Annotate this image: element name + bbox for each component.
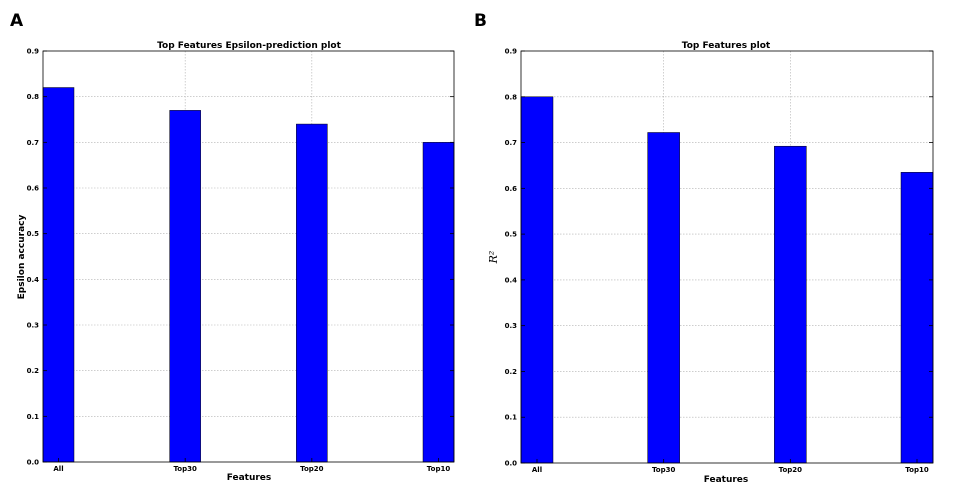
panel-b-plot-frame (520, 50, 934, 464)
panel-a-ticks: 0.0 0.1 0.2 0.3 0.4 0.5 0.6 0.7 0.8 0.9 All Top30 To… (27, 48, 454, 473)
panel-b-y-tick-label: 0.8 (505, 93, 518, 101)
panel-b-chart: B Top Features plot Features R² 0.00.10.… (474, 11, 934, 485)
panel-b-y-tick-label: 0.2 (505, 368, 518, 376)
panel-a-y-tick-label: 0.3 (27, 322, 40, 330)
panel-a-x-tick-label: Top30 (173, 465, 197, 473)
panel-b-bar-all (520, 96, 554, 464)
panel-b-bar-top10 (900, 172, 934, 464)
panel-a-bar-top20 (296, 123, 328, 463)
panel-b-bars (520, 96, 934, 464)
panel-b-y-tick-label: 0.6 (505, 185, 518, 193)
panel-b-x-axis-label: Features (704, 475, 749, 485)
panel-b-x-tick-label: Top20 (779, 466, 803, 474)
panel-a-x-tick-label: Top10 (427, 465, 451, 473)
panel-a-bar-top10 (422, 142, 455, 463)
panel-a-bars (42, 87, 455, 463)
panel-b-y-tick-label: 0.9 (505, 48, 518, 56)
panel-a-y-tick-label: 0.0 (27, 459, 40, 467)
panel-a-y-tick-label: 0.8 (27, 93, 40, 101)
panel-a-x-tick-label: Top20 (300, 465, 324, 473)
panel-b-ticks: 0.0 0.1 0.2 0.3 0.4 0.5 0.6 0.7 0.8 0.9 All Top30 To… (505, 48, 933, 474)
panel-b-x-tick-label: All (532, 466, 542, 474)
panel-b-y-tick-label: 0.4 (505, 276, 518, 284)
panel-a-y-tick-label: 0.5 (27, 230, 40, 238)
panel-a-y-tick-label: 0.6 (27, 185, 40, 193)
panel-b-bar-top30 (647, 132, 680, 464)
panel-a-y-axis-label: Epsilon accuracy (17, 215, 27, 300)
panel-b-y-tick-label: 0.1 (505, 414, 518, 422)
panel-a-bar-all (42, 87, 75, 463)
panel-b-y-tick-label: 0.7 (505, 139, 518, 147)
panel-b-x-tick-label: Top30 (652, 466, 676, 474)
panel-a-x-tick-label: All (53, 465, 63, 473)
panel-a-plot-frame (42, 50, 455, 463)
panel-b-x-tick-label: Top10 (905, 466, 929, 474)
panel-b-grid (521, 51, 933, 463)
panel-b-y-tick-label: 0.0 (505, 460, 518, 468)
panel-b-title: Top Features plot (682, 41, 771, 51)
panel-a-y-tick-label: 0.1 (27, 413, 40, 421)
panel-b-letter: B (474, 11, 487, 31)
panel-a-chart: A Top Features Epsilon-prediction plot F… (10, 11, 455, 483)
panel-a-letter: A (10, 11, 24, 31)
panel-a-y-tick-label: 0.7 (27, 139, 40, 147)
panel-a-grid (43, 51, 454, 462)
panel-a-x-axis-label: Features (227, 473, 272, 483)
panel-a-y-tick-label: 0.4 (27, 276, 40, 284)
panel-a-bar-top30 (169, 110, 201, 463)
panel-b-y-tick-label: 0.5 (505, 231, 518, 239)
panel-a-y-tick-label: 0.2 (27, 367, 40, 375)
panel-b-bar-top20 (774, 145, 807, 464)
panel-a-title: Top Features Epsilon-prediction plot (157, 41, 342, 51)
panel-a-y-tick-label: 0.9 (27, 48, 40, 56)
panel-b-y-tick-label: 0.3 (505, 322, 518, 330)
panel-b-y-axis-label: R² (487, 251, 500, 265)
